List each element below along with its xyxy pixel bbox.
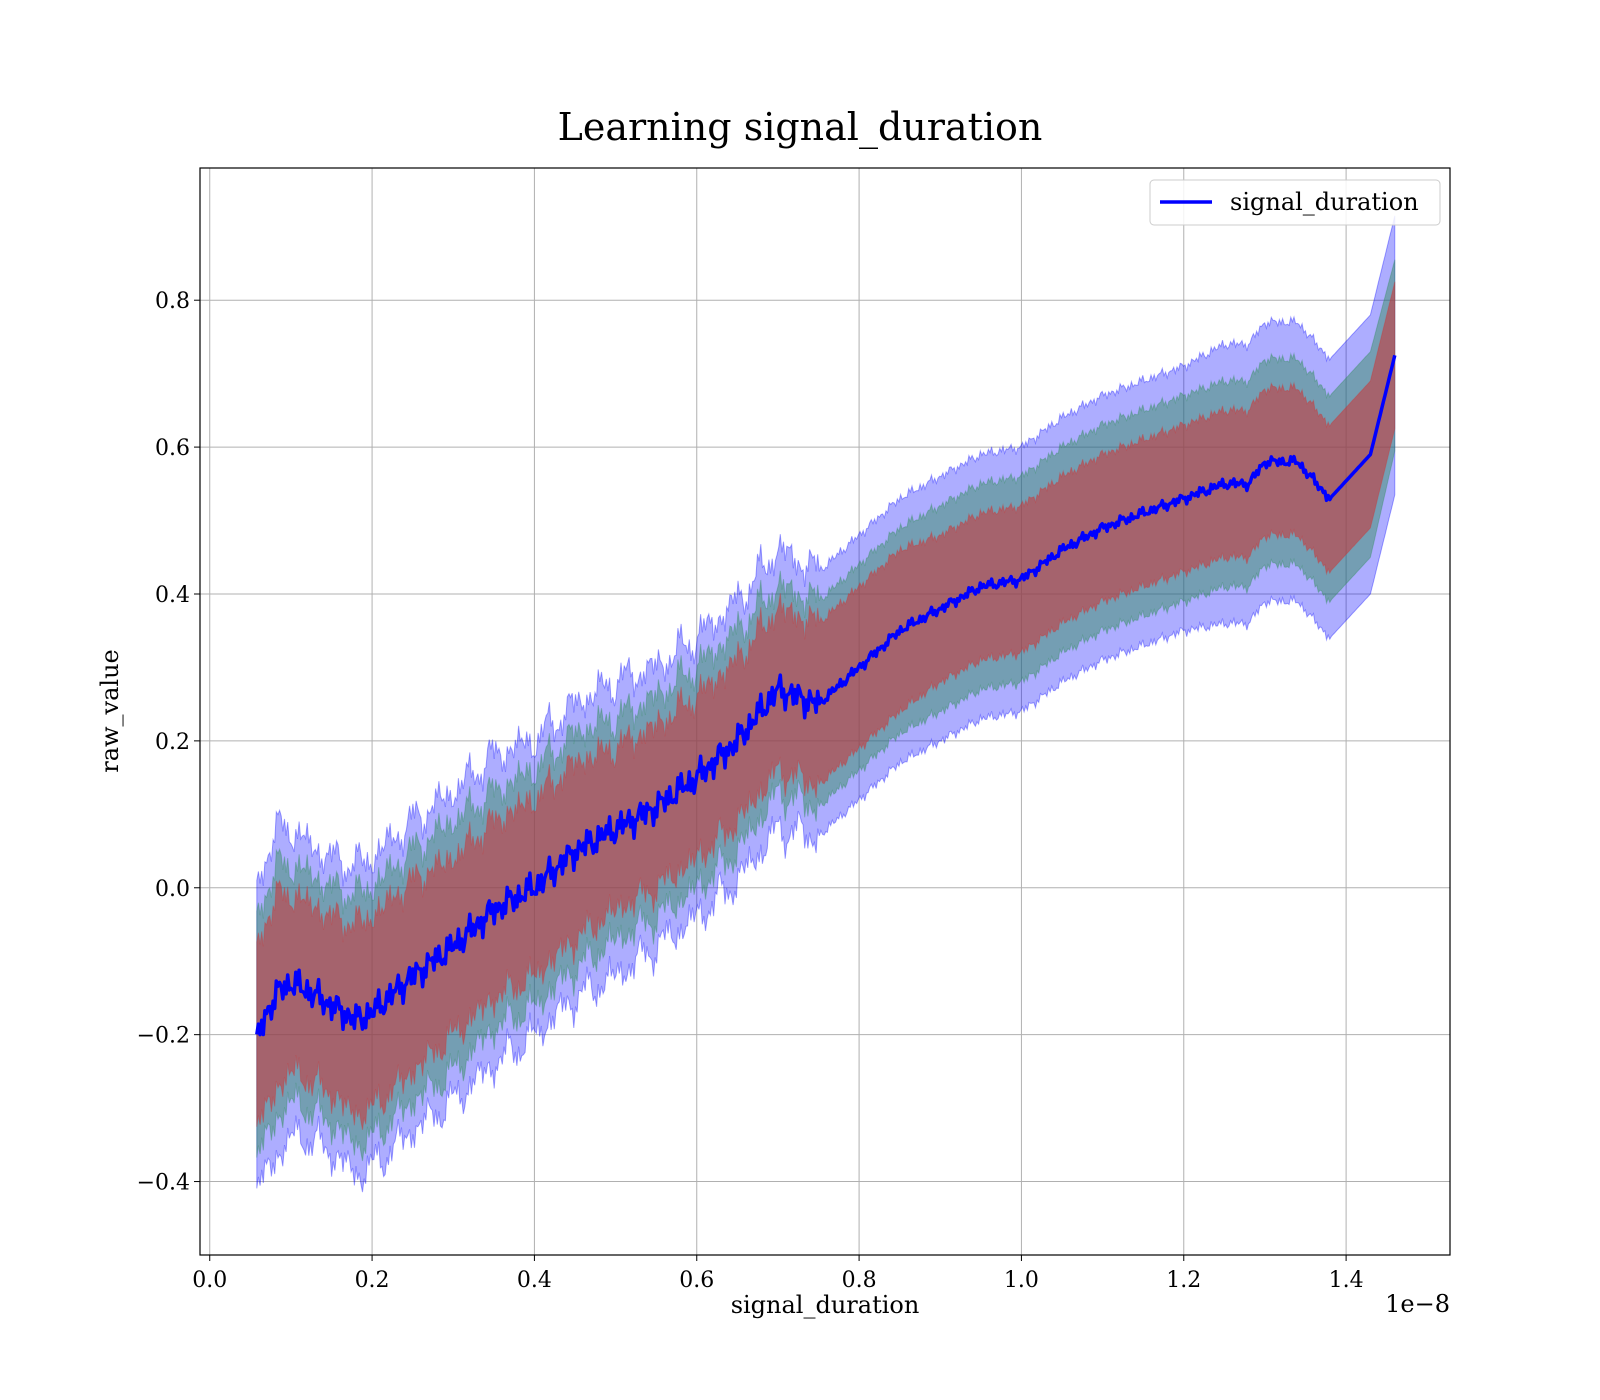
y-tick-label: 0.0 [155, 877, 190, 902]
x-tick-label: 0.6 [679, 1268, 714, 1293]
legend-label-signal-duration: signal_duration [1230, 188, 1419, 216]
chart-title: Learning signal_duration [558, 105, 1043, 150]
y-tick-label: 0.4 [155, 583, 190, 608]
y-tick-label: 0.6 [155, 436, 190, 461]
x-axis-offset-label: 1e−8 [1385, 1290, 1450, 1318]
x-tick-label: 0.2 [355, 1268, 390, 1293]
x-tick-label: 1.4 [1329, 1268, 1364, 1293]
series-lines [255, 354, 1397, 1037]
confidence-bands [256, 215, 1396, 1193]
x-tick-label: 1.2 [1166, 1268, 1201, 1293]
grid [200, 168, 1450, 1255]
y-tick-label: −0.2 [137, 1024, 190, 1049]
y-tick-label: −0.4 [137, 1171, 190, 1196]
y-axis-label: raw_value [96, 649, 124, 773]
legend: signal_duration [1149, 179, 1441, 226]
x-tick-label: 1.0 [1004, 1268, 1039, 1293]
x-axis-ticks: 0.0 0.2 0.4 0.6 0.8 1.0 1.2 1.4 [192, 1255, 1364, 1293]
y-tick-label: 0.8 [155, 289, 190, 314]
inner-band [256, 281, 1396, 1130]
x-tick-label: 0.8 [842, 1268, 877, 1293]
y-tick-label: 0.2 [155, 730, 190, 755]
x-tick-label: 0.0 [192, 1268, 227, 1293]
plot-frame [199, 167, 1451, 1256]
series-line-signal-duration [255, 354, 1397, 1037]
legend-box [1149, 179, 1441, 226]
x-axis-label: signal_duration [731, 1291, 920, 1319]
y-axis-ticks: −0.4 −0.2 0.0 0.2 0.4 0.6 0.8 [137, 289, 200, 1196]
x-tick-label: 0.4 [517, 1268, 552, 1293]
